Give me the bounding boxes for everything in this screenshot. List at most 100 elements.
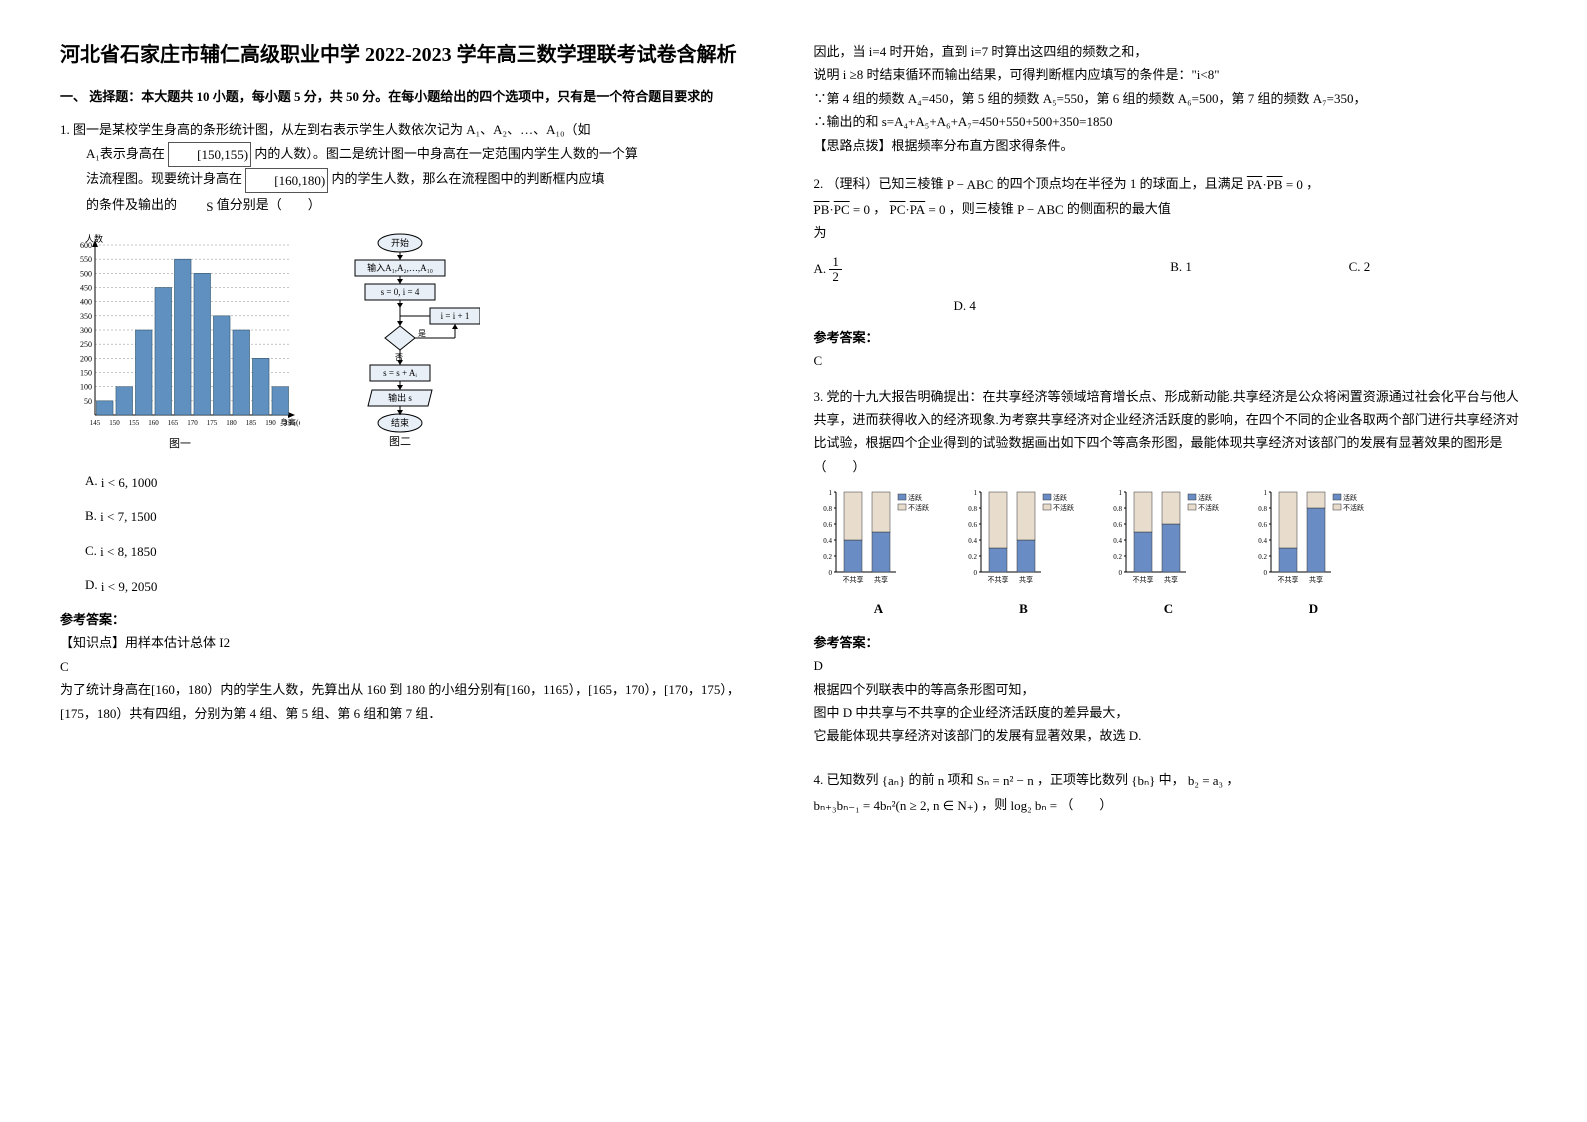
svg-text:0.6: 0.6 (1113, 521, 1122, 529)
svg-text:170: 170 (187, 419, 198, 427)
q1-text1: 1. 图一是某校学生身高的条形统计图，从左到右表示学生人数依次记为 A₁、A₂、… (60, 118, 774, 141)
svg-text:活跃: 活跃 (908, 493, 922, 502)
svg-text:活跃: 活跃 (1343, 493, 1357, 502)
q2-line2: PB·PC = 0 ， PC·PA = 0 ，则三棱锥 P − ABC 的侧面积… (814, 197, 1528, 222)
svg-text:180: 180 (226, 419, 237, 427)
svg-text:150: 150 (80, 368, 92, 377)
right-column: 因此，当 i=4 时开始，直到 i=7 时算出这四组的频数之和， 说明 i ≥8… (814, 40, 1528, 1082)
svg-text:0: 0 (973, 569, 977, 577)
svg-text:160: 160 (148, 419, 159, 427)
q3-explain2: 图中 D 中共享与不共享的企业经济活跃度的差异最大， (814, 701, 1528, 724)
page-title: 河北省石家庄市辅仁高级职业中学 2022-2023 学年高三数学理联考试卷含解析 (60, 40, 774, 70)
svg-text:0.4: 0.4 (1113, 537, 1122, 545)
svg-text:0.6: 0.6 (968, 521, 977, 529)
q1-option-a: A. i < 6, 1000 (85, 469, 774, 494)
vector-dot: PA·PB = 0 (1247, 173, 1303, 196)
q1-explain1: 为了统计身高在[160，180）内的学生人数，先算出从 160 到 180 的小… (60, 678, 774, 725)
svg-text:s = 0, i = 4: s = 0, i = 4 (381, 287, 420, 297)
q1-explain3: 说明 i ≥8 时结束循环而输出结果，可得判断框内应填写的条件是："i<8" (814, 63, 1528, 86)
svg-text:0.8: 0.8 (823, 505, 832, 513)
q2-option-a: A. 12 (814, 255, 992, 285)
svg-text:0.2: 0.2 (823, 553, 832, 561)
svg-text:1: 1 (1118, 489, 1122, 497)
svg-text:0.4: 0.4 (968, 537, 977, 545)
q4-line1: 4. 已知数列 {aₙ} 的前 n 项和 Sₙ = n² − n ，正项等比数列… (814, 768, 1528, 793)
svg-text:200: 200 (80, 354, 92, 363)
svg-text:活跃: 活跃 (1198, 493, 1212, 502)
q2-option-d: D. 4 (954, 294, 1528, 317)
mini-chart-c: 00.20.40.60.81不共享共享活跃不活跃C (1104, 488, 1234, 621)
svg-text:结束: 结束 (391, 417, 409, 428)
answer-label: 参考答案： (814, 631, 1528, 654)
svg-text:开始: 开始 (391, 237, 409, 248)
svg-text:i = i + 1: i = i + 1 (441, 311, 470, 321)
svg-text:不活跃: 不活跃 (1198, 503, 1219, 512)
svg-text:0.8: 0.8 (1113, 505, 1122, 513)
svg-text:0.6: 0.6 (823, 521, 832, 529)
q2-options: A. 12 B. 1 C. 2 (814, 255, 1528, 285)
svg-text:0: 0 (1118, 569, 1122, 577)
svg-text:0.4: 0.4 (823, 537, 832, 545)
svg-text:共享: 共享 (1019, 575, 1033, 584)
flowchart: 开始输入A₁,A₂,…,A₁₀s = 0, i = 4i = i + 1是否s … (320, 230, 480, 457)
svg-text:0.6: 0.6 (1258, 521, 1267, 529)
svg-text:输入A₁,A₂,…,A₁₀: 输入A₁,A₂,…,A₁₀ (367, 262, 433, 273)
svg-text:0.2: 0.2 (968, 553, 977, 561)
q3-explain1: 根据四个列联表中的等高条形图可知， (814, 678, 1528, 701)
bar-chart: 5010015020025030035040045050055060014515… (60, 230, 300, 457)
svg-text:图一: 图一 (169, 437, 191, 450)
mini-charts: 00.20.40.60.81不共享共享活跃不活跃A 00.20.40.60.81… (814, 488, 1528, 621)
svg-text:0: 0 (828, 569, 832, 577)
svg-text:400: 400 (80, 298, 92, 307)
q1-explain5: ∴输出的和 s=A₄+A₅+A₆+A₇=450+550+500+350=1850 (814, 110, 1528, 133)
q1-line4: 的条件及输出的 S 值分别是（ ） (60, 193, 774, 218)
svg-text:0.8: 0.8 (968, 505, 977, 513)
chart-container: 5010015020025030035040045050055060014515… (60, 230, 774, 457)
svg-text:人数: 人数 (85, 233, 103, 244)
svg-text:1: 1 (1263, 489, 1267, 497)
svg-text:100: 100 (80, 383, 92, 392)
svg-text:155: 155 (129, 419, 140, 427)
svg-text:s = s + Aᵢ: s = s + Aᵢ (383, 368, 417, 378)
q1-explain2: 因此，当 i=4 时开始，直到 i=7 时算出这四组的频数之和， (814, 40, 1528, 63)
mini-chart-d: 00.20.40.60.81不共享共享活跃不活跃D (1249, 488, 1379, 621)
answer-label: 参考答案： (60, 608, 774, 631)
svg-text:350: 350 (80, 312, 92, 321)
problem-1: 1. 图一是某校学生身高的条形统计图，从左到右表示学生人数依次记为 A₁、A₂、… (60, 118, 774, 725)
svg-text:共享: 共享 (1164, 575, 1178, 584)
svg-text:165: 165 (168, 419, 179, 427)
q1-line3: 法流程图。现要统计身高在 [160,180) 内的学生人数，那么在流程图中的判断… (60, 167, 774, 193)
left-column: 河北省石家庄市辅仁高级职业中学 2022-2023 学年高三数学理联考试卷含解析… (60, 40, 774, 1082)
svg-text:输出 s: 输出 s (388, 392, 412, 403)
q2-line3: 为 (814, 221, 1528, 244)
section-header: 一、 选择题：本大题共 10 小题，每小题 5 分，共 50 分。在每小题给出的… (60, 85, 774, 108)
svg-text:0.4: 0.4 (1258, 537, 1267, 545)
svg-text:图二: 图二 (389, 435, 411, 448)
problem-2: 2. （理科）已知三棱锥 P − ABC 的四个顶点均在半径为 1 的球面上，且… (814, 172, 1528, 373)
q1-tip: 【思路点拨】根据频率分布直方图求得条件。 (814, 134, 1528, 157)
q3-answer: D (814, 654, 1528, 677)
range-expr: [150,155) (168, 142, 251, 167)
svg-text:550: 550 (80, 255, 92, 264)
q1-answer: C (60, 655, 774, 678)
vector-dot: PB·PC = 0 (814, 198, 871, 221)
analysis-label: 【知识点】用样本估计总体 I2 (60, 631, 774, 654)
q1-explain4: ∵第 4 组的频数 A₄=450，第 5 组的频数 A₅=550，第 6 组的频… (814, 87, 1528, 110)
svg-text:0.2: 0.2 (1258, 553, 1267, 561)
svg-text:不活跃: 不活跃 (1053, 503, 1074, 512)
svg-text:450: 450 (80, 283, 92, 292)
svg-text:不活跃: 不活跃 (1343, 503, 1364, 512)
svg-text:不共享: 不共享 (1132, 575, 1153, 584)
svg-text:不活跃: 不活跃 (908, 503, 929, 512)
problem-3: 3. 党的十九大报告明确提出：在共享经济等领域培育增长点、形成新动能.共享经济是… (814, 385, 1528, 748)
svg-text:1: 1 (828, 489, 832, 497)
q1-option-b: B. i < 7, 1500 (85, 504, 774, 529)
svg-text:0: 0 (1263, 569, 1267, 577)
svg-text:身高(cm): 身高(cm) (280, 417, 300, 427)
svg-text:500: 500 (80, 269, 92, 278)
q2-option-c: C. 2 (1349, 255, 1527, 285)
svg-text:0.2: 0.2 (1113, 553, 1122, 561)
svg-text:0.8: 0.8 (1258, 505, 1267, 513)
svg-text:1: 1 (973, 489, 977, 497)
q2-option-b: B. 1 (1170, 255, 1348, 285)
